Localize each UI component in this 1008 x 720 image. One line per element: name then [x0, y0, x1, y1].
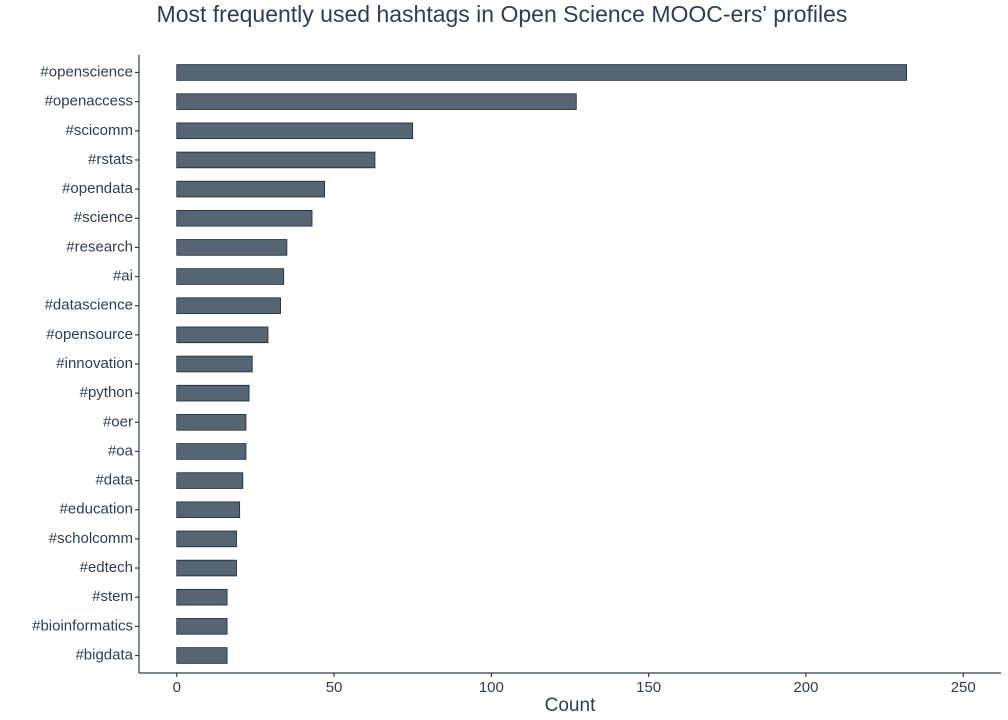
y-tick-label: #scicomm	[65, 122, 133, 139]
bar	[176, 472, 244, 489]
y-tick-label: #science	[74, 209, 133, 226]
y-tick-label: #python	[80, 384, 133, 401]
x-tick-label: 100	[479, 679, 504, 696]
x-tick-label: 200	[793, 679, 818, 696]
bar	[176, 209, 313, 227]
y-tick-label: #opensource	[46, 326, 133, 343]
bar	[176, 559, 237, 577]
x-tick-label: 0	[173, 679, 181, 696]
y-tick-label: #oa	[108, 442, 134, 459]
y-tick-label: #bigdata	[75, 646, 133, 663]
y-tick-label: #stem	[92, 588, 133, 605]
bar	[176, 297, 281, 314]
y-tick-label: #rstats	[88, 151, 133, 168]
y-tick-label: #openaccess	[45, 93, 133, 110]
y-tick-label: #research	[66, 238, 133, 255]
y-tick-label: #data	[95, 472, 133, 489]
chart-title: Most frequently used hashtags in Open Sc…	[157, 1, 848, 27]
x-axis-label: Count	[545, 695, 596, 716]
x-tick-label: 150	[636, 679, 661, 696]
bar	[176, 618, 228, 635]
bar	[176, 122, 414, 140]
bar	[176, 501, 241, 519]
bar	[176, 443, 247, 460]
bar	[176, 326, 269, 344]
bar	[176, 268, 285, 285]
bar	[176, 64, 908, 81]
y-tick-label: #datascience	[45, 297, 133, 314]
bar	[176, 588, 228, 606]
y-tick-label: #ai	[113, 268, 133, 285]
bar	[176, 384, 250, 402]
x-tick-label: 250	[951, 679, 976, 696]
x-tick-label: 50	[326, 679, 343, 696]
bar	[176, 355, 253, 373]
y-tick-label: #bioinformatics	[32, 617, 133, 634]
bar	[176, 647, 228, 664]
y-tick-label: #education	[60, 501, 133, 518]
y-tick-label: #scholcomm	[49, 530, 133, 547]
bar	[176, 93, 577, 110]
bar	[176, 530, 237, 548]
bar	[176, 414, 247, 431]
y-tick-label: #edtech	[80, 559, 133, 576]
bar	[176, 151, 376, 169]
y-tick-label: #innovation	[56, 355, 133, 372]
bar	[176, 239, 288, 256]
bar	[176, 180, 326, 198]
y-tick-label: #openscience	[40, 63, 133, 80]
y-tick-label: #oer	[103, 413, 133, 430]
y-tick-label: #opendata	[62, 180, 134, 197]
